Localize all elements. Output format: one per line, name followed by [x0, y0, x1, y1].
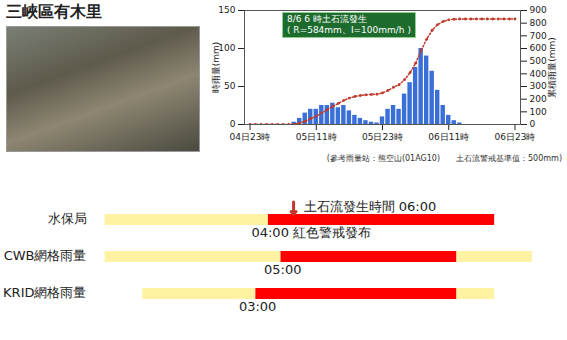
html-text:三峽區有木里: 三峽區有木里	[6, 2, 102, 21]
svg-text:04:00 紅色警戒發布: 04:00 紅色警戒發布	[251, 225, 371, 240]
svg-text:150: 150	[218, 5, 235, 15]
svg-text:03:00: 03:00	[239, 299, 276, 314]
svg-text:800: 800	[530, 18, 547, 28]
svg-text:0: 0	[530, 119, 536, 129]
svg-text:06日23時: 06日23時	[495, 132, 536, 142]
svg-text:200: 200	[530, 94, 547, 104]
svg-text:時雨量(mm): 時雨量(mm)	[211, 42, 221, 94]
svg-text:水保局: 水保局	[48, 211, 87, 226]
svg-text:KRID網格雨量: KRID網格雨量	[3, 285, 86, 300]
svg-text:05日11時: 05日11時	[296, 132, 337, 142]
svg-text:900: 900	[530, 5, 547, 15]
svg-text:400: 400	[530, 69, 547, 79]
html-text:(參考雨量站：熊空山(01AG10) 土石流警戒基準值：50: (參考雨量站：熊空山(01AG10) 土石流警戒基準值：500mm)	[326, 154, 562, 163]
svg-text:0: 0	[230, 119, 236, 129]
svg-text:CWB網格雨量: CWB網格雨量	[4, 248, 87, 263]
svg-text:300: 300	[530, 81, 547, 91]
svg-text:05日23時: 05日23時	[362, 132, 403, 142]
html-text:8/6 6 時土石流發生: 8/6 6 時土石流發生	[287, 14, 367, 24]
svg-text:05:00: 05:00	[264, 262, 301, 277]
svg-text:06日11時: 06日11時	[428, 132, 469, 142]
svg-text:600: 600	[530, 43, 547, 53]
svg-text:累積雨量(mm): 累積雨量(mm)	[547, 37, 557, 98]
svg-text:100: 100	[218, 43, 235, 53]
html-text:( R=584mm、I=100mm/h ): ( R=584mm、I=100mm/h )	[287, 25, 411, 35]
svg-text:100: 100	[530, 107, 547, 117]
svg-text:土石流發生時間 06:00: 土石流發生時間 06:00	[304, 199, 437, 214]
svg-text:04日23時: 04日23時	[230, 132, 271, 142]
svg-text:700: 700	[530, 31, 547, 41]
svg-text:500: 500	[530, 56, 547, 66]
svg-text:50: 50	[224, 81, 236, 91]
